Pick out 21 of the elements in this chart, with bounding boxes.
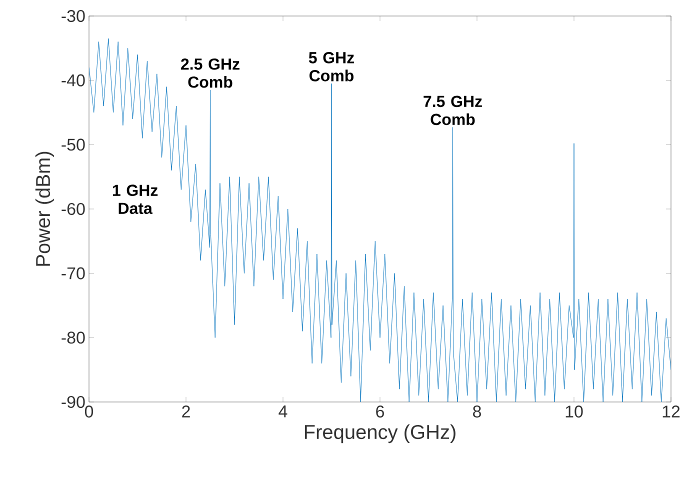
x-tick-label: 4 [278,406,288,418]
x-tick-label: 6 [376,406,384,418]
y-tick-label: -90 [62,396,85,408]
annotation: 5 GHz Comb [308,52,354,82]
y-tick-label: -50 [62,138,85,151]
y-tick-label: -40 [62,74,85,86]
x-tick-label: 2 [182,406,190,418]
annotation: 1 GHz Data [112,184,158,214]
y-tick-label: -30 [62,10,85,22]
annotation: 2.5 GHz Comb [181,58,240,88]
y-tick-label: -70 [62,267,85,280]
x-tick-label: 8 [473,406,481,418]
y-axis-title: Power (dBm) [35,152,54,266]
x-tick-label: 0 [84,406,94,418]
x-tick-label: 12 [662,406,680,418]
x-axis-title: Frequency (GHz) [304,424,456,444]
x-tick-label: 10 [566,406,583,418]
annotation: 7.5 GHz Comb [424,96,482,126]
line-series [89,38,671,402]
y-tick-label: -60 [62,202,85,216]
y-tick-label: -80 [62,332,85,344]
